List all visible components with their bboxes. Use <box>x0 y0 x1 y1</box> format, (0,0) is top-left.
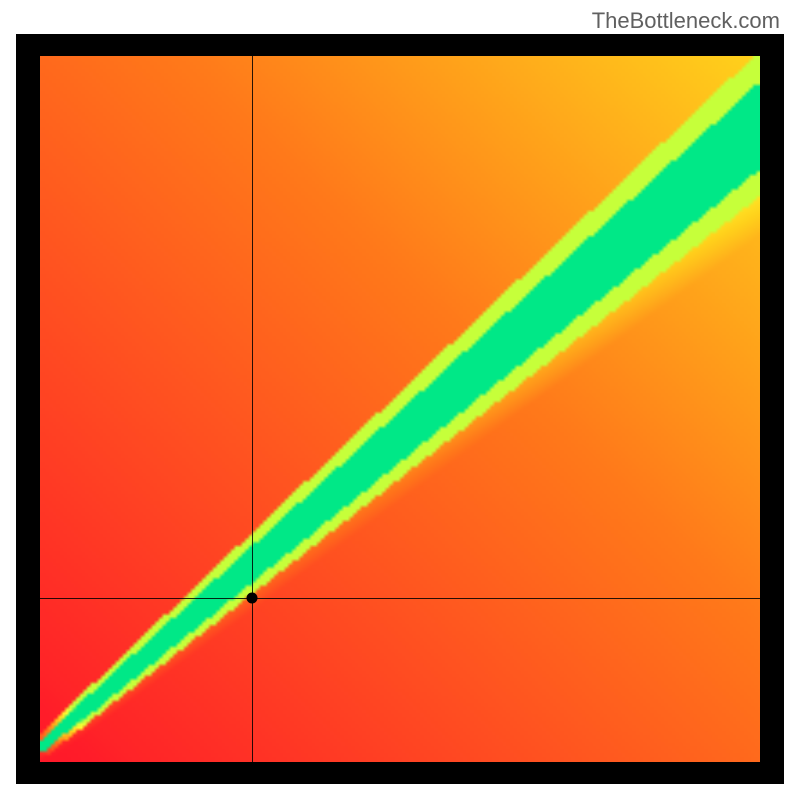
watermark-text: TheBottleneck.com <box>592 8 780 34</box>
heatmap-canvas <box>40 56 760 762</box>
crosshair-vertical <box>252 56 253 762</box>
plot-outer-frame <box>16 34 784 784</box>
marker-point <box>247 592 258 603</box>
crosshair-horizontal <box>40 598 760 599</box>
plot-area <box>40 56 760 762</box>
